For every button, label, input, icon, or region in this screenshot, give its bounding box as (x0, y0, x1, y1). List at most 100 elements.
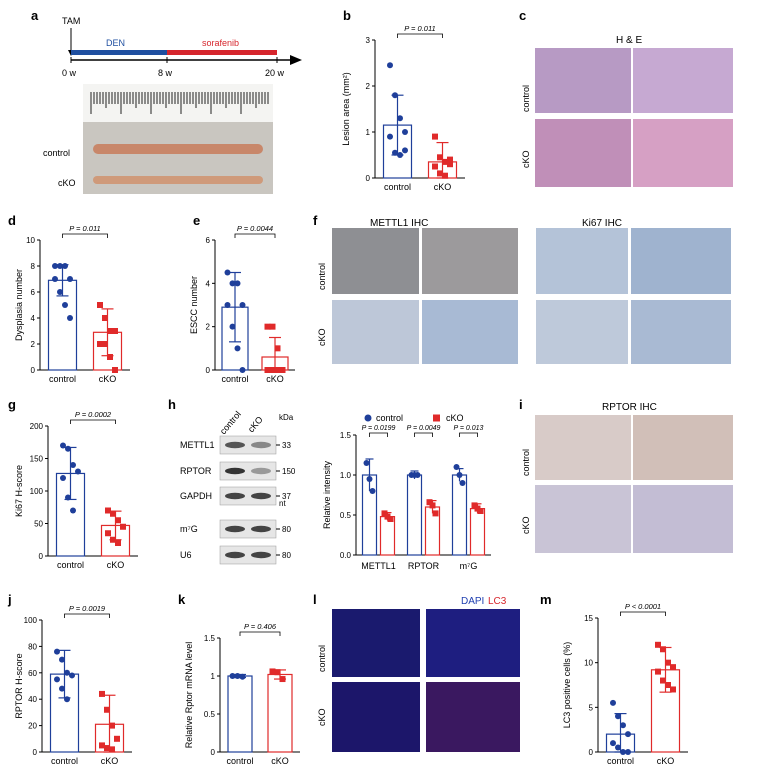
data-point (274, 669, 281, 676)
data-point (57, 263, 63, 269)
data-point (620, 749, 626, 755)
y-tick-label: 0.0 (340, 551, 352, 560)
y-axis-label: Relative Rptor mRNA level (184, 642, 194, 749)
data-point (269, 668, 276, 675)
t0-label: 0 w (62, 68, 77, 78)
bar-cKO (267, 673, 293, 753)
data-point (670, 664, 676, 671)
data-point (224, 269, 231, 276)
data-point (447, 161, 453, 168)
if-control-zoom (426, 609, 520, 677)
chart-e: 0 2 4 6 control cKO P = 0.0044 ESCC number (189, 224, 295, 384)
panel-letter-j: j (8, 592, 12, 607)
data-point (112, 328, 118, 334)
p-value: P = 0.011 (404, 24, 435, 33)
panel-letter-m: m (540, 592, 552, 607)
he-control-zoom (633, 48, 733, 113)
blot-band (225, 441, 245, 449)
y-tick-label: 10 (26, 236, 35, 245)
data-point (67, 315, 73, 321)
sig-bracket (234, 233, 276, 238)
size-label: 37 (282, 492, 291, 501)
panel-letter-f: f (313, 213, 318, 228)
if-cko-low (332, 682, 420, 752)
data-point (432, 133, 438, 140)
y-tick-label: 0 (33, 748, 38, 757)
data-point (369, 488, 376, 494)
data-point (107, 354, 113, 360)
panel-letter-l: l (313, 592, 317, 607)
chart-b: 0 1 2 3 control cKO P = 0.011 Lesion area (mm²) (341, 24, 465, 192)
mettl1-cko-low (332, 300, 419, 364)
x-tick-label: control (607, 756, 634, 766)
p-value: P = 0.0019 (69, 604, 106, 613)
chart-d: 0 2 4 6 8 10 control cKO P = 0.011 Dysplasia numb… (14, 224, 130, 384)
rptor-control-zoom (633, 415, 733, 480)
data-point (112, 367, 118, 373)
data-point (432, 163, 438, 170)
data-point (59, 685, 65, 692)
y-tick-label: 100 (30, 487, 44, 496)
data-point (655, 668, 661, 675)
x-tick-label: control (51, 756, 78, 766)
p-value: P = 0.013 (454, 425, 484, 432)
he-label-cko: cKO (521, 150, 531, 168)
data-point (477, 508, 484, 514)
mettl1-label-control: control (317, 262, 327, 290)
data-point (60, 442, 66, 449)
blot-band (251, 492, 271, 500)
x-tick-label: control (226, 756, 253, 766)
size-label: 80 (282, 551, 291, 560)
data-point (224, 302, 231, 308)
time-arrowhead (290, 55, 302, 65)
panel-letter-e: e (193, 213, 201, 228)
data-point (625, 749, 631, 755)
data-point (264, 367, 271, 373)
data-point (397, 152, 403, 158)
den-bar (71, 50, 167, 55)
data-point (65, 494, 71, 501)
data-point (442, 158, 448, 165)
data-point (459, 480, 466, 486)
y-tick-label: 1.0 (340, 471, 352, 480)
data-point (610, 740, 616, 747)
data-point (115, 540, 121, 546)
he-title: H & E (616, 35, 643, 46)
data-point (109, 722, 115, 729)
data-point (75, 468, 81, 475)
rptor-label-cko: cKO (521, 516, 531, 534)
blot-col-control: control (218, 409, 243, 436)
data-point (239, 673, 246, 680)
y-tick-label: 200 (30, 422, 44, 431)
x-tick-label: cKO (657, 756, 675, 766)
y-axis-label: RPTOR H-score (14, 653, 24, 718)
y-tick-label: 20 (28, 722, 37, 731)
y-tick-label: 0.5 (340, 511, 352, 520)
blot-band (225, 525, 245, 533)
rptor-control-low (535, 415, 631, 480)
y-tick-label: 2 (206, 323, 211, 332)
data-point (229, 323, 236, 330)
x-tick-label: cKO (99, 374, 117, 384)
data-point (104, 745, 110, 752)
chart-h: 0.0 0.5 1.0 1.5 control cKO METTL1 P = 0.0199 RP… (322, 413, 491, 571)
y-tick-label: 150 (30, 455, 44, 464)
data-point (109, 746, 115, 753)
sig-bracket (239, 631, 281, 636)
panel-letter-a: a (31, 8, 39, 23)
bar-control-m⁷G (451, 474, 468, 556)
data-point (670, 686, 676, 693)
x-tick-label: control (221, 374, 248, 384)
tam-label: TAM (62, 16, 80, 26)
y-tick-label: 2 (366, 82, 371, 91)
data-point (414, 472, 421, 478)
he-cko-low (535, 119, 631, 187)
blot-label-1: RPTOR (180, 466, 212, 476)
y-tick-label: 0 (366, 174, 371, 183)
y-tick-label: 5 (589, 703, 594, 712)
legend-marker-cko (433, 414, 440, 422)
panel-letter-d: d (8, 213, 16, 228)
data-point (234, 673, 241, 679)
if-control-low (332, 609, 420, 677)
data-point (69, 672, 75, 679)
